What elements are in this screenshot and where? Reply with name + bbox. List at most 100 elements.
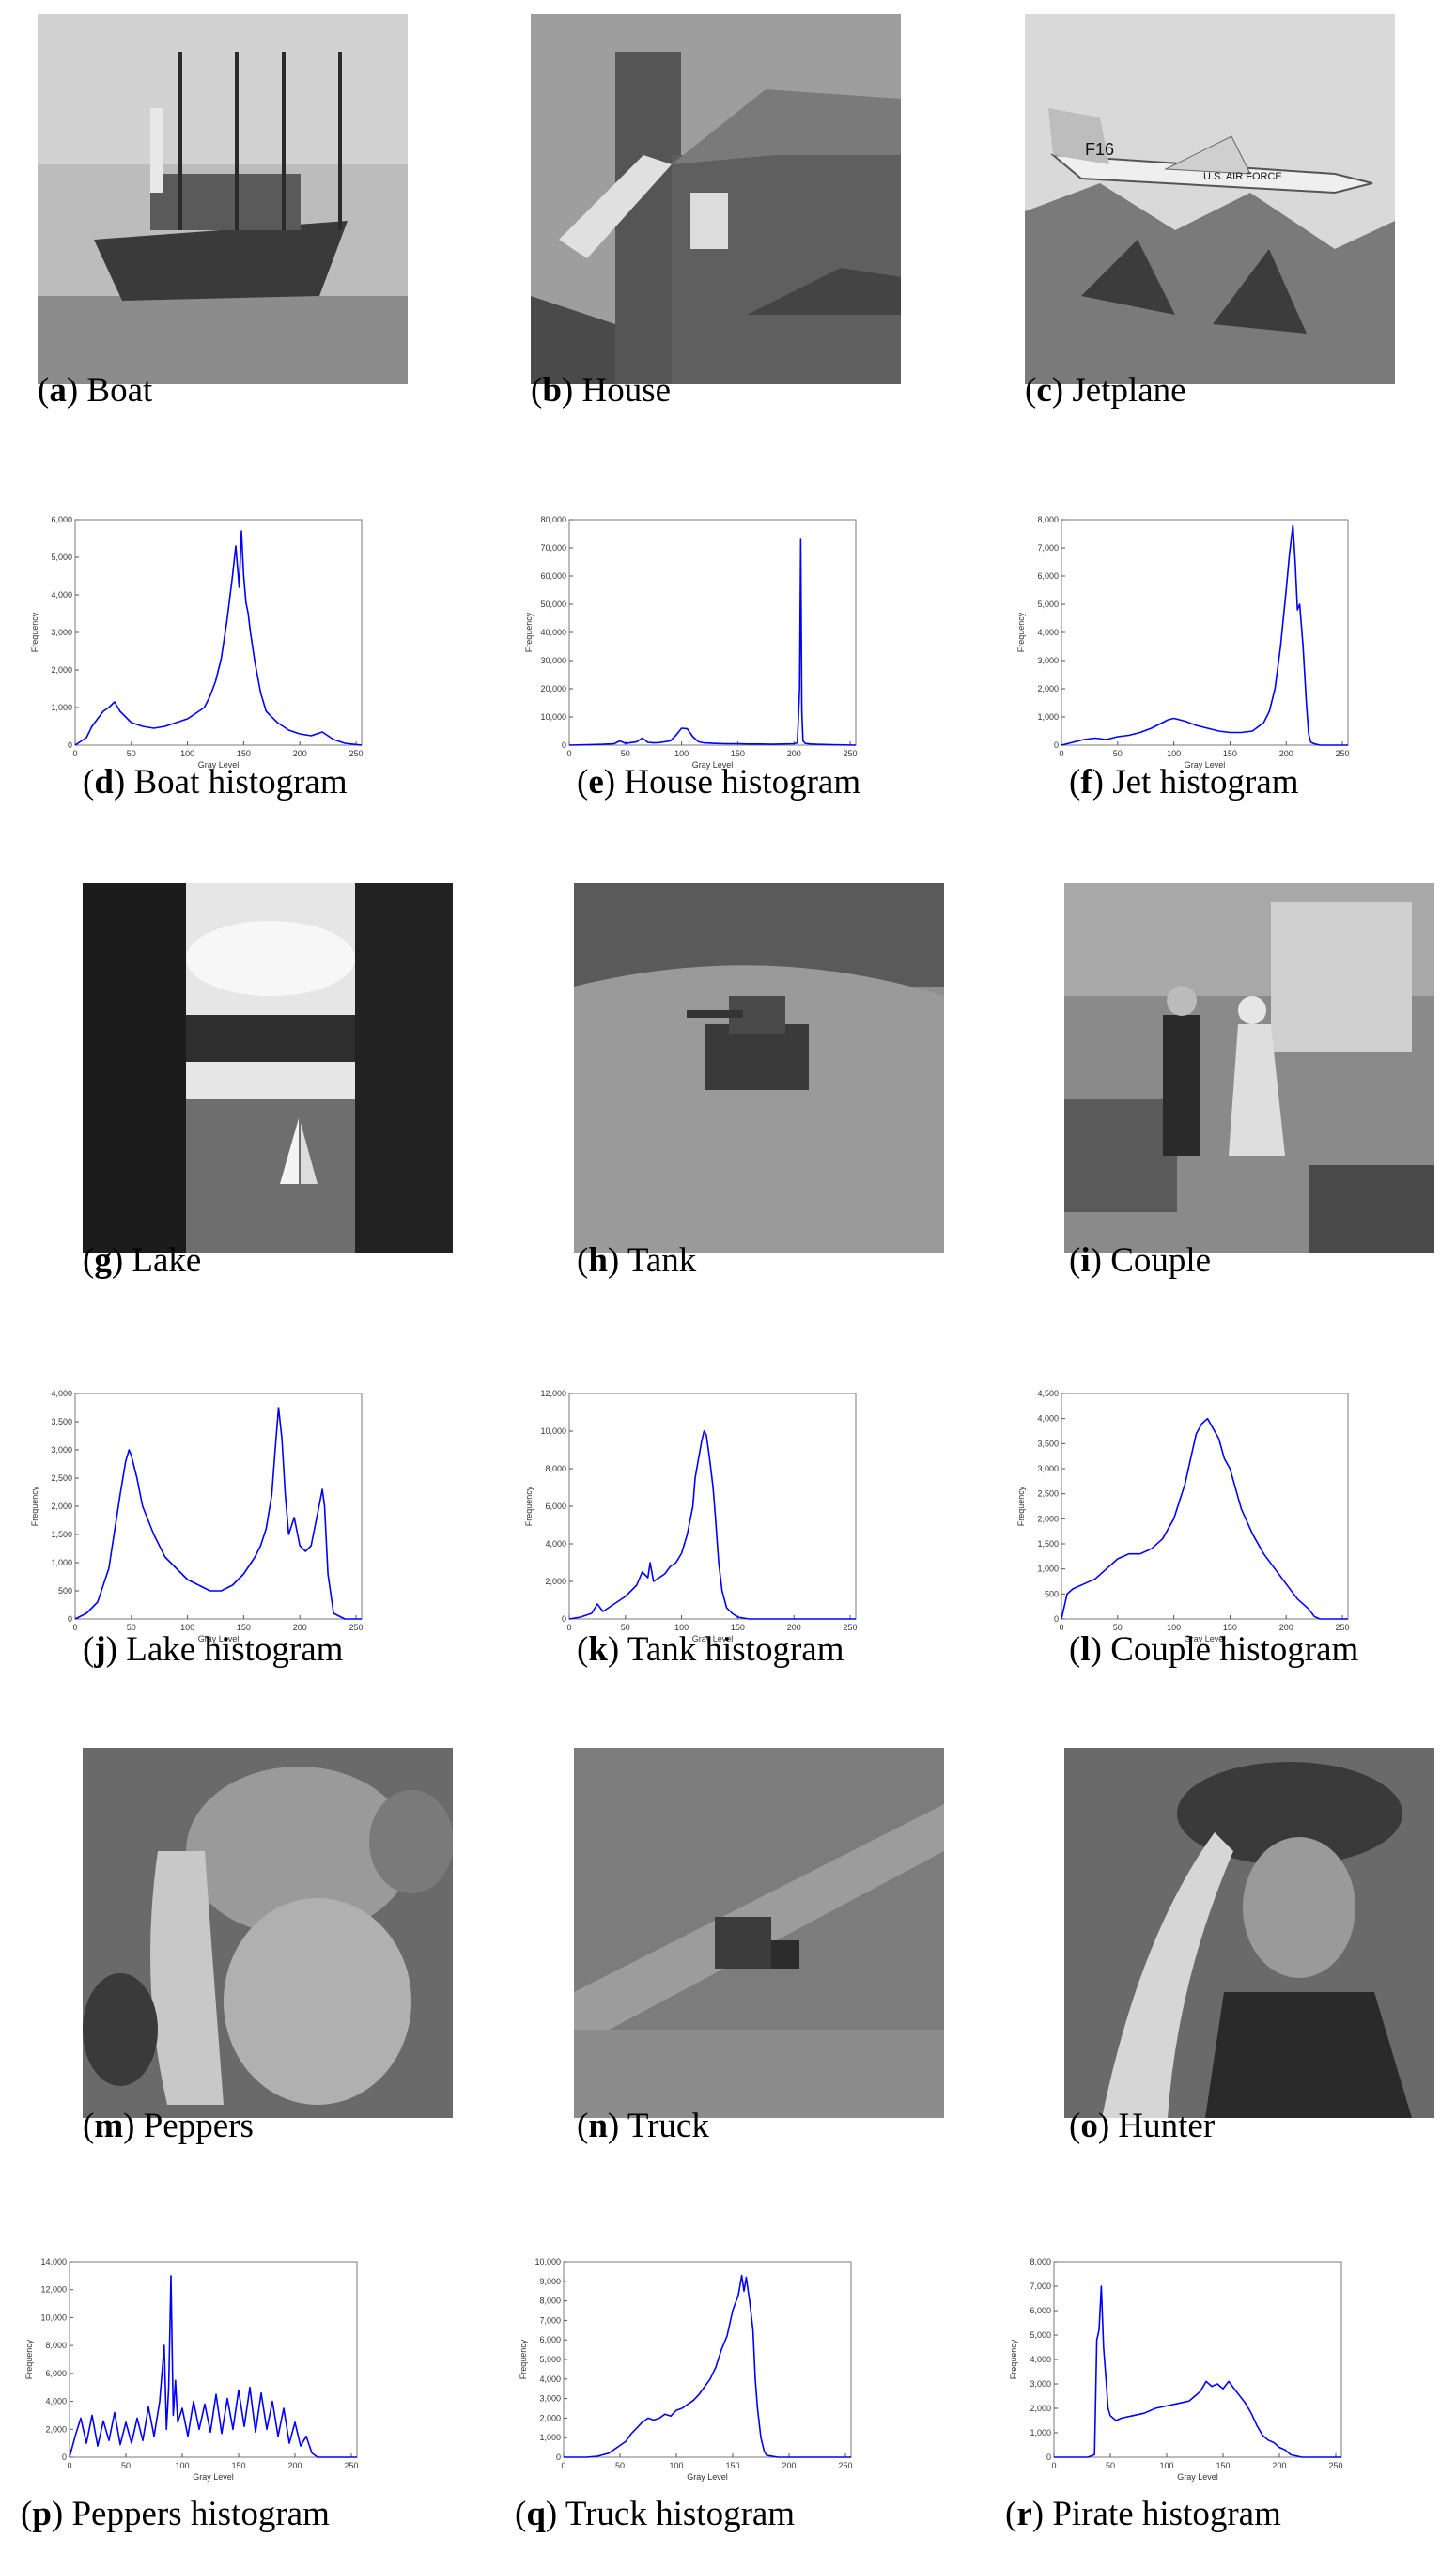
- y-tick-label: 8,000: [1030, 2257, 1051, 2266]
- caption-letter: e: [588, 763, 604, 802]
- x-tick-label: 100: [1167, 749, 1181, 758]
- caption-letter: h: [588, 1241, 608, 1280]
- panel-o-image: [1064, 1748, 1434, 2118]
- caption-j: (j) Lake histogram: [83, 1630, 344, 1669]
- plot-frame: [568, 519, 857, 746]
- caption-text: Lake histogram: [126, 1630, 344, 1669]
- panel-l-histogram: 0 50 100 150 200 250 0 500 1,000 1,500 2,000 2,500 3…: [1009, 1386, 1375, 1644]
- y-tick-label: 1,000: [1037, 1565, 1059, 1574]
- caption-text: Couple: [1110, 1241, 1212, 1280]
- caption-letter: p: [32, 2495, 52, 2533]
- y-tick-label: 5,000: [51, 553, 72, 562]
- caption-c: (c) Jetplane: [1025, 371, 1186, 410]
- x-tick-label: 50: [121, 2461, 131, 2470]
- caption-text: Tank: [627, 1241, 697, 1280]
- histogram-chart: 0 50 100 150 200 250 0 1,000 2,000 3,000 4,000 5,00…: [1016, 515, 1350, 770]
- caption-text: Pirate histogram: [1052, 2495, 1281, 2533]
- x-axis-label: Gray Level: [692, 1634, 734, 1643]
- caption-k: (k) Tank histogram: [577, 1630, 844, 1669]
- x-tick-label: 150: [1216, 2461, 1230, 2470]
- histogram-line: [564, 2274, 851, 2458]
- y-tick-label: 6,000: [539, 2335, 561, 2344]
- x-tick-label: 150: [725, 2461, 739, 2470]
- histogram-chart: 0 50 100 150 200 250 0 500 1,000 1,500 2,000 2,500 3…: [1016, 1389, 1350, 1643]
- histogram-line: [1061, 524, 1348, 746]
- jet-tail-text: F16: [1085, 140, 1114, 159]
- panel-a-image: [38, 14, 408, 384]
- x-tick-label: 0: [72, 1623, 77, 1632]
- boat-photo: [38, 14, 408, 384]
- x-tick-label: 100: [1167, 1623, 1181, 1632]
- caption-text: Truck: [627, 2107, 709, 2145]
- x-tick-label: 100: [1159, 2461, 1173, 2470]
- x-tick-label: 100: [674, 1623, 689, 1632]
- x-tick-label: 50: [1106, 2461, 1115, 2470]
- histogram-line: [1054, 2285, 1341, 2458]
- caption-text: Tank histogram: [627, 1630, 844, 1669]
- panel-j-histogram: 0 50 100 150 200 250 0 500 1,000 1,500 2,000 2,500 3…: [23, 1386, 389, 1644]
- panel-e-histogram: 0 50 100 150 200 250 0 10,000 20,000 30,000 40,000…: [517, 512, 883, 771]
- y-tick-label: 80,000: [540, 515, 566, 524]
- y-tick-label: 5,000: [1030, 2330, 1051, 2340]
- histogram-chart: 0 50 100 150 200 250 0 1,000 2,000 3,000 4,000 5,00…: [30, 515, 364, 770]
- x-tick-label: 150: [237, 1623, 251, 1632]
- y-tick-label: 2,000: [1037, 1514, 1059, 1523]
- y-tick-label: 8,000: [539, 2297, 561, 2306]
- x-tick-label: 0: [566, 749, 571, 758]
- caption-e: (e) House histogram: [577, 763, 861, 802]
- x-tick-label: 150: [1223, 1623, 1237, 1632]
- y-tick-label: 50,000: [540, 599, 566, 609]
- y-tick-label: 500: [58, 1586, 72, 1596]
- y-tick-label: 3,000: [51, 1445, 72, 1455]
- x-axis-label: Gray Level: [193, 2472, 234, 2482]
- plot-frame: [74, 1393, 363, 1620]
- y-tick-label: 1,000: [1037, 712, 1059, 722]
- y-tick-label: 1,000: [1030, 2428, 1051, 2437]
- x-tick-label: 100: [175, 2461, 189, 2470]
- y-axis-label: Frequency: [519, 2339, 528, 2379]
- x-tick-label: 150: [237, 749, 251, 758]
- caption-text: Peppers histogram: [71, 2495, 330, 2533]
- y-axis-label: Frequency: [524, 612, 534, 652]
- y-tick-label: 1,000: [539, 2433, 561, 2442]
- caption-d: (d) Boat histogram: [83, 763, 348, 802]
- x-tick-label: 50: [127, 1623, 136, 1632]
- y-tick-label: 4,000: [1037, 1414, 1059, 1424]
- y-tick-label: 4,000: [51, 1389, 72, 1398]
- y-tick-label: 3,000: [51, 628, 72, 637]
- x-tick-label: 0: [1059, 749, 1063, 758]
- panel-g-image: [83, 883, 453, 1253]
- y-tick-label: 6,000: [51, 515, 72, 524]
- x-tick-label: 250: [349, 749, 364, 758]
- caption-text: Couple histogram: [1110, 1630, 1359, 1669]
- y-tick-label: 7,000: [1037, 543, 1059, 553]
- caption-b: (b) House: [531, 371, 672, 410]
- y-axis-label: Frequency: [1009, 2339, 1018, 2379]
- y-axis-label: Frequency: [1016, 1486, 1026, 1526]
- x-tick-label: 250: [844, 749, 858, 758]
- caption-text: Jet histogram: [1112, 763, 1299, 802]
- histogram-line: [74, 1407, 362, 1620]
- y-tick-label: 14,000: [40, 2257, 67, 2266]
- y-tick-label: 6,000: [545, 1502, 566, 1511]
- y-tick-label: 10,000: [540, 712, 566, 722]
- histogram-chart: 0 50 100 150 200 250 0 2,000 4,000 6,000 8,000 10,0…: [24, 2257, 359, 2482]
- hunter-photo: [1064, 1748, 1434, 2118]
- x-tick-label: 50: [615, 2461, 625, 2470]
- panel-i-image: [1064, 883, 1434, 1253]
- x-tick-label: 250: [1336, 749, 1350, 758]
- histogram-line: [69, 2275, 357, 2458]
- histogram-chart: 0 50 100 150 200 250 0 500 1,000 1,500 2,000 2,500 3…: [30, 1389, 364, 1643]
- panel-m-image: [83, 1748, 453, 2118]
- y-tick-label: 2,000: [1030, 2404, 1051, 2413]
- y-tick-label: 10,000: [40, 2312, 67, 2322]
- caption-i: (i) Couple: [1069, 1241, 1212, 1280]
- y-tick-label: 30,000: [540, 656, 566, 665]
- panel-n-image: [574, 1748, 944, 2118]
- x-tick-label: 200: [1272, 2461, 1286, 2470]
- jetplane-photo: F16 U.S. AIR FORCE: [1025, 14, 1395, 384]
- panel-k-histogram: 0 50 100 150 200 250 0 2,000 4,000 6,000 8,000 10,0…: [517, 1386, 883, 1644]
- caption-a: (a) Boat: [38, 371, 153, 410]
- caption-text: Truck histogram: [565, 2495, 796, 2533]
- x-tick-label: 200: [787, 1623, 801, 1632]
